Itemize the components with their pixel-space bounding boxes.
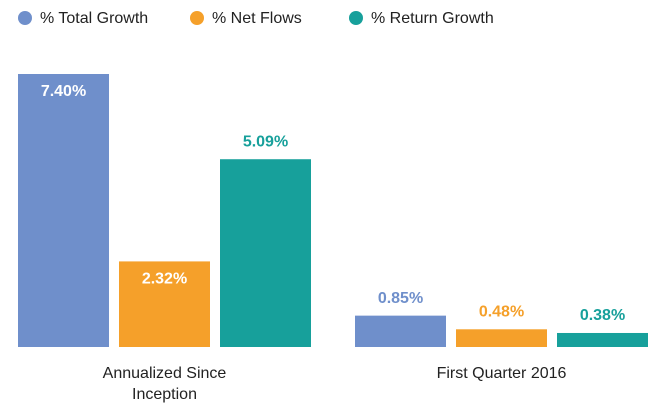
legend-swatch [349, 11, 363, 25]
value-label: 0.48% [479, 304, 524, 321]
bar [18, 74, 109, 347]
bar [220, 159, 311, 347]
value-label: 5.09% [243, 133, 288, 150]
bar [119, 261, 210, 347]
bar [456, 329, 547, 347]
x-tick-label: Annualized Since Inception [102, 365, 227, 403]
value-label: 2.32% [142, 271, 187, 288]
legend-swatch [18, 11, 32, 25]
legend-label: % Return Growth [371, 10, 494, 27]
legend-swatch [190, 11, 204, 25]
value-label: 0.85% [378, 290, 423, 307]
legend-label: % Total Growth [40, 10, 148, 27]
bar [557, 332, 648, 347]
bar [355, 315, 446, 347]
value-label: 7.40% [41, 83, 86, 100]
value-label: 0.38% [580, 307, 625, 324]
x-tick-label: First Quarter 2016 [436, 365, 567, 382]
legend-label: % Net Flows [212, 10, 302, 27]
